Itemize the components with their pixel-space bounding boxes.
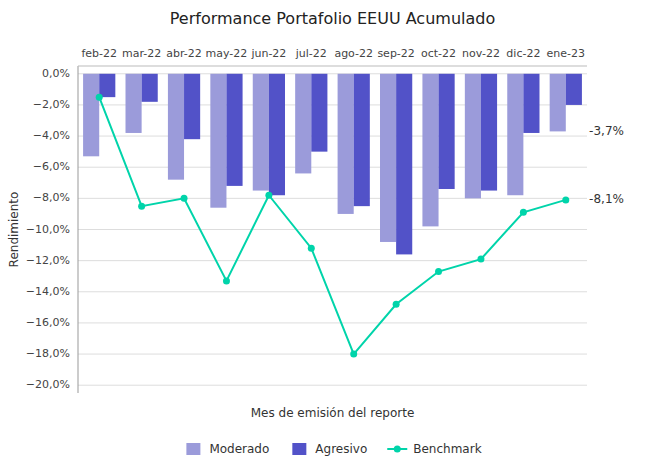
bar — [396, 74, 412, 255]
bar — [507, 74, 523, 195]
legend: Moderado Agresivo Benchmark — [186, 442, 481, 456]
bar-series — [83, 74, 566, 242]
x-tick-label: feb-22 — [81, 47, 117, 60]
legend-label: Agresivo — [315, 442, 367, 456]
x-axis-label: Mes de emisión del reporte — [251, 406, 415, 420]
legend-swatch — [292, 443, 306, 455]
legend-item: Moderado — [186, 442, 269, 456]
marker — [308, 245, 315, 252]
x-tick-label: sep-22 — [377, 47, 414, 60]
legend-label: Benchmark — [413, 442, 481, 456]
legend-swatch — [186, 443, 200, 455]
bar — [566, 74, 582, 105]
x-tick-label: mar-22 — [122, 47, 161, 60]
bar — [523, 74, 539, 133]
marker — [223, 277, 230, 284]
marker — [265, 192, 272, 199]
marker — [96, 94, 103, 101]
marker — [477, 256, 484, 263]
line-series — [96, 94, 570, 358]
x-tick-label: may-22 — [206, 47, 248, 60]
y-tick-label: −16,0% — [26, 316, 70, 329]
grid — [78, 74, 587, 385]
bar — [422, 74, 438, 227]
y-tick-label: −4,0% — [33, 129, 70, 142]
y-axis-line — [78, 66, 79, 393]
x-tick-label: nov-22 — [462, 47, 500, 60]
bar — [184, 74, 200, 139]
x-tick-label: jun-22 — [250, 47, 286, 60]
x-tick-label: jul-22 — [295, 47, 327, 60]
bar — [354, 74, 370, 206]
marker — [393, 301, 400, 308]
marker — [181, 195, 188, 202]
top-axis-line — [78, 66, 587, 67]
grid-line — [78, 260, 587, 261]
bar — [142, 74, 158, 102]
legend-item: Benchmark — [387, 442, 481, 456]
y-tick-label: −14,0% — [26, 285, 70, 298]
marker — [520, 209, 527, 216]
y-tick-label: −8,0% — [33, 191, 70, 204]
bar — [380, 74, 396, 242]
plot-area — [83, 74, 582, 358]
y-axis-label: Rendimiento — [7, 192, 21, 268]
bar — [83, 74, 99, 157]
bar — [295, 74, 311, 174]
y-tick-label: −2,0% — [33, 98, 70, 111]
bar — [253, 74, 269, 191]
marker — [562, 196, 569, 203]
y-tick-label: −10,0% — [26, 223, 70, 236]
bar — [99, 74, 115, 97]
x-tick-label: oct-22 — [421, 47, 456, 60]
grid-line — [78, 322, 587, 323]
y-tick-label: −12,0% — [26, 254, 70, 267]
bar — [311, 74, 327, 152]
y-tick-label: −6,0% — [33, 160, 70, 173]
x-tick-label: ago-22 — [334, 47, 373, 60]
bar — [126, 74, 142, 133]
grid-line — [78, 198, 587, 199]
bar — [168, 74, 184, 180]
x-tick-label: abr-22 — [166, 47, 202, 60]
y-tick-label: −18,0% — [26, 347, 70, 360]
annotation: -3,7% — [589, 124, 624, 138]
bar — [481, 74, 497, 191]
bar — [439, 74, 455, 189]
grid-line — [78, 385, 587, 386]
bar — [465, 74, 481, 199]
marker — [138, 203, 145, 210]
marker — [350, 351, 357, 358]
grid-line — [78, 354, 587, 355]
grid-line — [78, 291, 587, 292]
annotation: -8,1% — [589, 192, 624, 206]
bar — [550, 74, 566, 132]
title: Performance Portafolio EEUU Acumulado — [170, 9, 495, 28]
chart: Performance Portafolio EEUU Acumulado 0,0… — [0, 0, 653, 475]
marker — [435, 268, 442, 275]
x-tick-label: ene-23 — [547, 47, 585, 60]
bar — [269, 74, 285, 195]
grid-line — [78, 229, 587, 230]
bar — [226, 74, 242, 186]
bar — [338, 74, 354, 214]
line — [99, 97, 566, 354]
y-tick-label: −20,0% — [26, 378, 70, 391]
bar — [210, 74, 226, 208]
x-tick-label: dic-22 — [506, 47, 540, 60]
y-tick-label: 0,0% — [42, 67, 70, 80]
legend-label: Moderado — [209, 442, 269, 456]
legend-item: Agresivo — [292, 442, 367, 456]
legend-swatch — [394, 446, 401, 453]
